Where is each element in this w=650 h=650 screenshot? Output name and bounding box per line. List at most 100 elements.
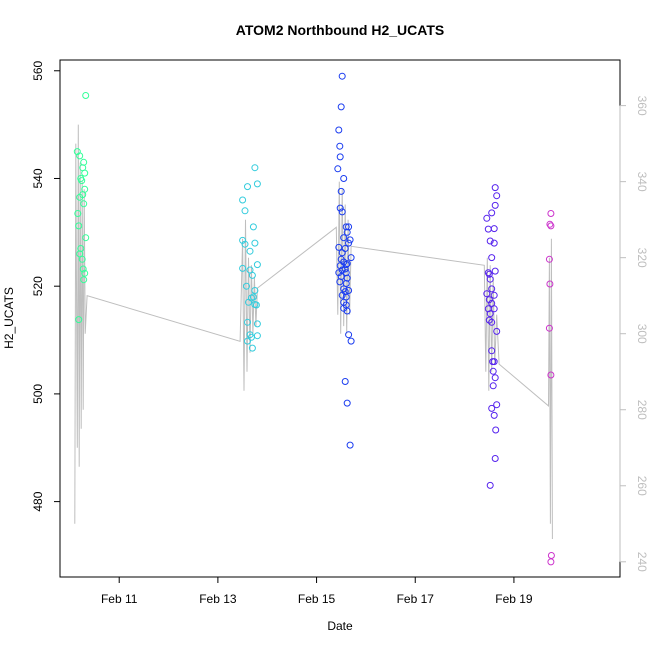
data-point <box>493 327 501 335</box>
data-point <box>341 245 349 252</box>
right-axis-series-line <box>74 124 553 540</box>
data-point <box>81 269 89 277</box>
y2-tick-label: 260 <box>635 476 649 496</box>
data-point <box>491 455 499 462</box>
data-point <box>547 558 555 566</box>
data-point <box>547 210 555 217</box>
data-point <box>336 278 344 286</box>
data-point <box>253 320 261 328</box>
data-point <box>490 291 498 299</box>
data-point <box>345 331 353 339</box>
data-point <box>547 222 555 230</box>
chart-title: ATOM2 Northbound H2_UCATS <box>236 22 444 38</box>
data-point <box>246 247 254 255</box>
y-axis-left: 480 500 520 540 560 <box>31 60 61 512</box>
data-point <box>82 92 90 99</box>
data-point <box>253 261 261 269</box>
y2-tick-label: 240 <box>635 552 649 572</box>
x-axis-label: Date <box>327 619 353 633</box>
data-point <box>78 177 86 185</box>
data-point <box>248 344 256 352</box>
data-point <box>79 164 87 172</box>
data-point <box>244 183 251 191</box>
data-point <box>248 271 256 279</box>
data-point <box>488 209 496 217</box>
data-point <box>347 254 355 262</box>
data-point <box>251 301 259 308</box>
data-point <box>486 237 494 245</box>
data-point <box>491 201 499 209</box>
data-point <box>491 184 499 192</box>
y2-tick-label: 360 <box>635 96 649 116</box>
data-point <box>253 180 261 188</box>
data-point <box>347 337 355 345</box>
data-point <box>337 187 345 195</box>
data-point <box>547 371 555 379</box>
data-point <box>545 255 553 263</box>
data-point <box>337 103 345 111</box>
data-point <box>492 426 500 434</box>
data-point <box>336 204 344 212</box>
data-point <box>490 225 498 233</box>
data-point <box>491 267 499 275</box>
data-point <box>489 367 497 375</box>
y2-tick-label: 340 <box>635 172 649 192</box>
plot-frame <box>59 59 621 578</box>
y2-tick-label: 280 <box>635 400 649 420</box>
data-point <box>341 378 349 385</box>
data-point <box>343 307 351 315</box>
data-point <box>249 223 257 231</box>
data-point <box>488 347 496 355</box>
data-point <box>340 175 348 182</box>
series-line <box>74 124 553 540</box>
data-point <box>545 324 553 332</box>
data-point <box>343 228 351 236</box>
y-tick-label: 520 <box>31 276 45 296</box>
data-point <box>76 152 84 160</box>
data-point <box>488 254 496 262</box>
data-point <box>489 382 497 390</box>
data-point <box>488 285 496 293</box>
data-point <box>241 207 249 215</box>
data-point <box>483 214 491 222</box>
data-point <box>338 291 346 299</box>
x-tick-label: Feb 19 <box>495 592 533 606</box>
y-axis-label: H2_UCATS <box>2 287 16 349</box>
y2-tick-label: 300 <box>635 324 649 344</box>
data-point <box>485 270 493 278</box>
data-point <box>485 296 493 304</box>
x-tick-label: Feb 13 <box>199 592 237 606</box>
data-point <box>546 220 554 228</box>
data-point <box>247 294 255 302</box>
data-point <box>334 165 342 173</box>
data-point <box>244 337 251 345</box>
data-point <box>486 481 494 489</box>
data-point <box>335 269 343 277</box>
data-point <box>490 411 498 419</box>
data-point <box>336 142 344 150</box>
data-point <box>243 282 250 290</box>
x-tick-label: Feb 17 <box>397 592 435 606</box>
data-point <box>341 265 349 273</box>
data-point <box>239 196 247 204</box>
data-point <box>490 358 498 366</box>
x-tick-label: Feb 11 <box>101 592 138 606</box>
data-point <box>239 264 247 272</box>
data-point <box>251 287 259 294</box>
y2-tick-label: 320 <box>635 248 649 268</box>
data-point <box>486 310 494 318</box>
data-point <box>80 276 88 284</box>
data-point <box>484 269 492 277</box>
data-point <box>345 239 353 247</box>
data-point <box>338 72 346 80</box>
data-point <box>483 290 491 298</box>
data-point <box>241 240 249 248</box>
y-tick-label: 500 <box>31 384 45 404</box>
data-points <box>73 72 555 566</box>
data-point <box>491 374 499 382</box>
data-point <box>493 192 501 200</box>
data-point <box>340 234 348 242</box>
y-tick-label: 540 <box>31 168 45 188</box>
data-point <box>546 280 554 288</box>
